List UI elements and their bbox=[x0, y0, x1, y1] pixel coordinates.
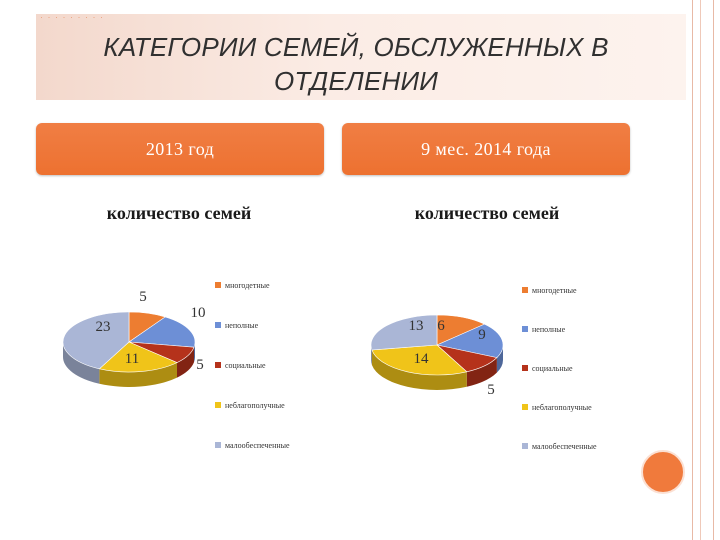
legend-swatch-многодетные bbox=[522, 287, 528, 293]
chart-title: количество семей bbox=[415, 203, 559, 223]
pie-slice-неполные bbox=[128, 316, 196, 348]
legend-label-многодетные: многодетные bbox=[225, 281, 270, 290]
legend-label-малообеспеченные: малообеспеченные bbox=[225, 441, 290, 450]
decorative-circle bbox=[641, 450, 685, 494]
legend-swatch-малообеспеченные bbox=[215, 442, 221, 448]
legend-label-малообеспеченные: малообеспеченные bbox=[532, 442, 597, 451]
data-label-неполные: 10 bbox=[191, 305, 206, 321]
legend-label-социальные: социальные bbox=[225, 361, 266, 370]
data-label-социальные: 5 bbox=[487, 382, 495, 398]
data-label-неблагополучные: 11 bbox=[125, 351, 139, 367]
data-label-неблагополучные: 14 bbox=[414, 351, 430, 367]
pie-slice-неблагополучные bbox=[98, 341, 178, 373]
data-label-малообеспеченные: 13 bbox=[409, 318, 424, 334]
data-label-многодетные: 5 bbox=[139, 289, 147, 305]
data-label-многодетные: 6 bbox=[437, 318, 445, 334]
pie-slice-side-социальные bbox=[177, 347, 194, 378]
legend-swatch-малообеспеченные bbox=[522, 443, 528, 449]
legend-swatch-неблагополучные bbox=[522, 404, 528, 410]
pie-slice-неблагополучные bbox=[371, 344, 468, 376]
legend-label-неполные: неполные bbox=[532, 325, 566, 334]
tab-2014: 9 мес. 2014 года bbox=[342, 123, 630, 175]
title-band bbox=[36, 14, 686, 100]
title-dots-decoration: · · · · · · · · · bbox=[40, 12, 104, 22]
legend-label-неблагополучные: неблагополучные bbox=[225, 401, 285, 410]
legend-swatch-неполные bbox=[522, 326, 528, 332]
slide-title: КАТЕГОРИИ СЕМЕЙ, ОБСЛУЖЕННЫХ В ОТДЕЛЕНИИ bbox=[103, 32, 609, 96]
legend-label-социальные: социальные bbox=[532, 364, 573, 373]
slide-frame-decoration bbox=[692, 0, 714, 540]
legend-swatch-неблагополучные bbox=[215, 402, 221, 408]
data-label-социальные: 5 bbox=[196, 357, 204, 373]
chart-title: количество семей bbox=[107, 203, 251, 223]
pie-slice-side-социальные bbox=[466, 357, 497, 387]
legend-swatch-социальные bbox=[215, 362, 221, 368]
data-label-неполные: 9 bbox=[478, 327, 486, 343]
legend-swatch-социальные bbox=[522, 365, 528, 371]
data-label-малообеспеченные: 23 bbox=[96, 319, 111, 335]
tab-2013: 2013 год bbox=[36, 123, 324, 175]
pie-slice-side-неблагополучные bbox=[371, 349, 467, 390]
legend-label-неполные: неполные bbox=[225, 321, 259, 330]
slide-frame-line bbox=[700, 0, 701, 540]
legend-label-многодетные: многодетные bbox=[532, 286, 577, 295]
pie-slice-малообеспеченные bbox=[370, 314, 438, 351]
legend-label-неблагополучные: неблагополучные bbox=[532, 403, 592, 412]
legend-swatch-многодетные bbox=[215, 282, 221, 288]
legend-swatch-неполные bbox=[215, 322, 221, 328]
pie-slice-малообеспеченные bbox=[62, 311, 130, 370]
pie-slice-неполные bbox=[436, 323, 504, 358]
pie-slice-side-неблагополучные bbox=[99, 362, 178, 388]
